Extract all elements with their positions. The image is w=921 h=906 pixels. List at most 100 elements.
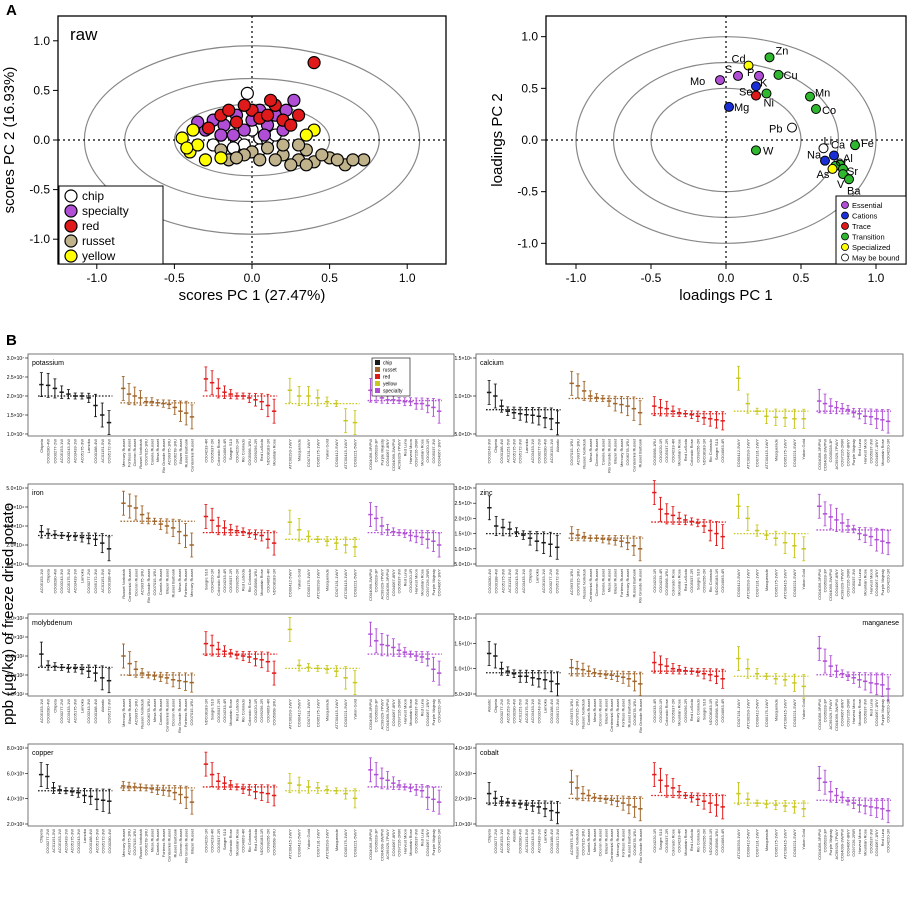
sample-label: Red Luna: [419, 698, 424, 716]
sample-label: CO07131-1W/Y: [736, 699, 741, 728]
sample-label: CO97226-2R/R: [840, 439, 845, 467]
sample-label: AC05153-1W: [39, 699, 44, 723]
sample-label: CO04067-8R/Y: [840, 699, 845, 727]
sample-label: Chipeta: [52, 698, 57, 713]
sample-label: Red LaSoda: [689, 698, 694, 721]
sample-label: CO05175-1W/Y: [315, 439, 320, 468]
sample-label: Purple Majesty: [431, 569, 436, 595]
sample-label: Mountain Rose: [419, 438, 424, 466]
sample-label: Russet Burbank: [172, 829, 177, 857]
sample-label: CO06278-1RU: [172, 439, 177, 466]
y-tick-label: 2.0×10²: [7, 673, 24, 679]
sample-label: ATC00415-1W/Y: [783, 699, 788, 729]
sample-label: AC05153-1W: [39, 569, 44, 593]
loading-label-Sr: Sr: [847, 166, 858, 178]
y-tick-label: 8.0×10³: [7, 746, 24, 752]
element-panel-copper: 2.0×10³ 4.0×10³ 6.0×10³ 8.0×10³ copper Chipet…: [7, 743, 455, 863]
point-russet: [299, 158, 313, 172]
element-name: iron: [32, 490, 44, 497]
y-tick-label: -0.5: [29, 183, 50, 197]
sample-label: CO00188-4W: [107, 569, 112, 594]
point-russet: [291, 138, 306, 152]
sample-label: AC99329-7PW/Y: [397, 439, 402, 470]
sample-label: CO04067-1R/Y: [437, 569, 442, 597]
sample-label: Rio Colorado: [247, 568, 252, 592]
sample-label: CO07015-1RU: [580, 829, 585, 856]
legend-label-specialty: specialty: [82, 204, 129, 218]
sample-label: Masquerade: [764, 568, 769, 591]
legend-label-chip: chip: [383, 361, 392, 367]
sample-label: CO04056-3P/PW: [817, 439, 822, 470]
sample-label: Harvest Moon: [851, 699, 856, 724]
sample-label: Atlantic: [555, 439, 560, 452]
sample-label: Russet Norkotah: [580, 699, 585, 729]
sample-label: Blazer Russet: [603, 698, 608, 724]
y-tick-label: -1.0: [29, 232, 50, 246]
sample-label: CO04063-4R: [720, 569, 725, 593]
x-tick-label: -0.5: [164, 271, 185, 285]
loading-label-Mg: Mg: [734, 102, 749, 114]
sample-label: CO03221-5W/Y: [792, 699, 797, 728]
x-tick-label: 0.0: [244, 271, 261, 285]
y-tick-label: 1.0: [521, 30, 538, 44]
sample-label: CO04220-1R: [253, 699, 258, 723]
sample-label: CO03243-3W: [530, 829, 535, 854]
sample-label: CO04220-1R: [234, 439, 239, 463]
sample-label: CO04220-1R: [437, 699, 442, 723]
sample-label: CO04220-1R: [425, 439, 430, 463]
sample-label: CO05037-3W: [851, 569, 856, 594]
sample-label: Purple Majesty: [431, 699, 436, 725]
legend-label: Specialized: [852, 243, 890, 252]
sample-label: AC05175-3W: [79, 439, 84, 463]
sample-label: Canela Russet: [158, 698, 163, 725]
sample-label: Purple Majesty: [880, 569, 885, 595]
sample-label: CO04233-4R: [677, 829, 682, 853]
sample-label: CO99256-2R: [702, 829, 707, 853]
sample-label: CO05068-1RU: [714, 829, 719, 856]
sample-label: Rio Colorado: [695, 828, 700, 852]
sample-label: Fortress Russet: [126, 438, 131, 467]
sample-label: Russet Norkotah: [121, 569, 126, 599]
sample-label: Ciceron Russet: [594, 438, 599, 466]
sample-label: Colorado Rose: [664, 698, 669, 725]
sample-label: Blazer Russet: [189, 828, 194, 854]
sample-label: CO05028-3P: [374, 699, 379, 723]
sample-label: CO04099-3W/PW: [834, 699, 839, 731]
sample-label: ATC00293-1W/Y: [287, 439, 292, 469]
sample-label: CO00188-4W: [549, 829, 554, 854]
legend-swatch-specialty: [64, 204, 78, 218]
sample-label: CO04063-4R: [265, 569, 270, 593]
sample-label: NDC08183-1R: [708, 699, 713, 725]
element-name: potassium: [32, 360, 64, 367]
sample-label: Colorado Rose: [216, 438, 221, 465]
sample-label: AC99375-1RU: [575, 439, 580, 465]
sample-label: Mountain Rose: [683, 828, 688, 856]
legend-label-russet: russet: [82, 234, 115, 248]
sample-label: AC05153-1W: [57, 829, 62, 853]
sample-label: NDC08183-1R: [203, 699, 208, 725]
sample-label: CO04067-8R/Y: [391, 569, 396, 597]
loading-label-As: As: [817, 169, 830, 181]
loading-point-Zn: [764, 52, 775, 63]
x-tick-label: -1.0: [86, 271, 107, 285]
sample-label: Red Luna: [880, 828, 885, 846]
loading-point-Mn: [805, 91, 815, 102]
sample-label: Yukon Gold: [801, 569, 806, 590]
element-panel-potassium: 1.0×10⁷ 1.5×10⁷ 2.0×10⁷ 2.5×10⁷ 3.0×10⁷ potas…: [7, 353, 455, 473]
y-tick-label: 6.0×10³: [7, 771, 24, 777]
sample-label: CO05068-1RU: [272, 699, 277, 726]
loading-label-Ni: Ni: [764, 98, 774, 110]
legend-swatch-russet: [64, 234, 78, 248]
sample-label: CO04233-4R: [670, 439, 675, 463]
sample-label: CO95172-3W: [101, 829, 106, 854]
element-panel-manganese: 5.0×10³ 1.0×10⁴ 1.5×10⁴ 2.0×10⁴ manganese Atl…: [454, 613, 904, 733]
sample-label: CO06278-1RU: [625, 439, 630, 466]
loading-label-Mn: Mn: [815, 88, 830, 100]
sample-label: CO03221-5W/Y: [352, 569, 357, 598]
sample-label: CO06278-1RU: [146, 699, 151, 726]
sample-label: AC05175-3W: [511, 439, 516, 463]
sample-label: Blazer Russet: [127, 698, 132, 724]
sample-label: Russet Burbank: [171, 569, 176, 597]
